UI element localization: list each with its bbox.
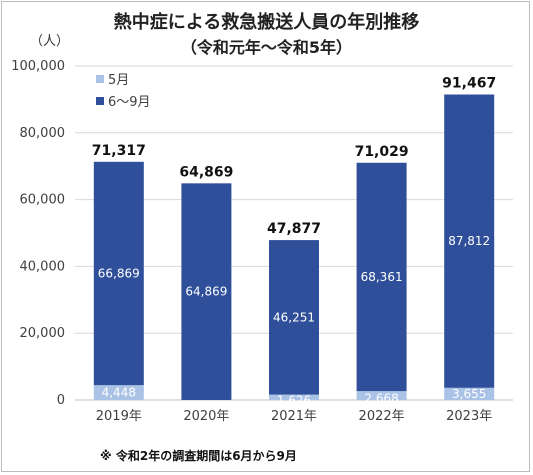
- segment-value-label: 4,448: [102, 386, 136, 400]
- legend-swatch: [96, 97, 104, 105]
- segment-value-label: 68,361: [361, 270, 403, 284]
- chart-title: 熱中症による救急搬送人員の年別推移: [113, 12, 420, 33]
- bar-segment: [444, 387, 495, 400]
- total-value-label: 71,029: [355, 144, 409, 160]
- segment-value-label: 2,668: [364, 392, 398, 406]
- segment-value-label: 64,869: [185, 285, 227, 299]
- bar-segment: [444, 94, 495, 388]
- y-axis-unit: （人）: [30, 34, 70, 49]
- y-tick-label: 100,000: [11, 59, 65, 74]
- bar-segment: [181, 183, 232, 400]
- y-tick-label: 80,000: [20, 126, 66, 141]
- x-category-label: 2023年: [446, 409, 492, 424]
- bar-segment: [93, 385, 144, 400]
- total-value-label: 64,869: [179, 164, 233, 180]
- y-tick-label: 20,000: [20, 326, 66, 341]
- segment-value-label: 1,626: [277, 393, 311, 407]
- bar-segment: [93, 161, 144, 386]
- bar-segment: [269, 240, 319, 395]
- chart-subtitle: （令和元年～令和5年）: [180, 38, 353, 57]
- total-value-label: 71,317: [92, 143, 146, 159]
- segment-value-label: 3,655: [452, 387, 486, 401]
- segment-value-label: 66,869: [98, 266, 140, 280]
- legend-swatch: [96, 75, 104, 83]
- bar-segment: [356, 162, 407, 392]
- segment-value-label: 46,251: [273, 310, 315, 324]
- x-category-label: 2021年: [271, 409, 317, 424]
- x-category-label: 2020年: [183, 409, 229, 424]
- legend-label: 6～9月: [108, 95, 151, 110]
- y-tick-label: 40,000: [20, 259, 66, 274]
- y-tick-label: 60,000: [20, 193, 66, 208]
- bar-segment: [269, 394, 319, 400]
- x-category-label: 2022年: [359, 409, 405, 424]
- total-value-label: 47,877: [267, 221, 321, 237]
- x-category-label: 2019年: [96, 409, 142, 424]
- footnote: ※ 令和2年の調査期間は6月から9月: [100, 449, 297, 463]
- bar-segment: [356, 391, 407, 400]
- total-value-label: 91,467: [442, 76, 496, 92]
- legend-label: 5月: [108, 73, 129, 88]
- segment-value-label: 87,812: [448, 234, 490, 248]
- y-tick-label: 0: [57, 393, 65, 408]
